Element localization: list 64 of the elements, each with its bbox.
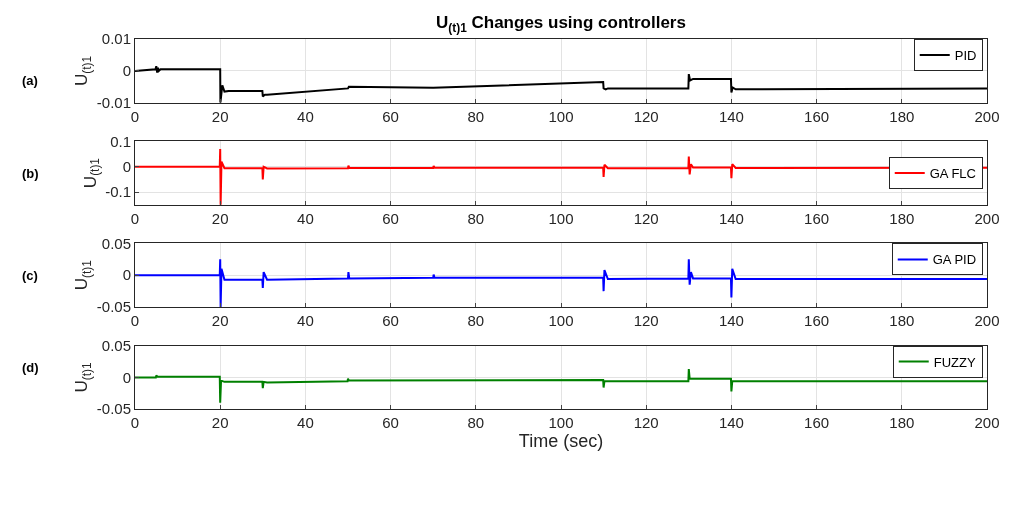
x-tick-label: 100 [548, 209, 574, 227]
text: (d) [22, 360, 39, 375]
x-tick-label: 80 [467, 312, 485, 330]
x-tick-label: 140 [718, 209, 744, 227]
y-tick-label: -0.05 [96, 400, 131, 418]
x-tick-label: 180 [889, 107, 915, 125]
y-tick-label: 0.05 [101, 336, 131, 354]
y-tick-label: 0 [122, 266, 131, 284]
x-tick-label: 160 [804, 312, 830, 330]
x-tick-label: 60 [382, 414, 399, 432]
x-tick-label: 200 [974, 107, 1000, 125]
legend-label: GA FLC [929, 166, 976, 182]
x-tick-label: 60 [382, 107, 399, 125]
text: (b) [22, 166, 39, 181]
x-tick-label: 40 [297, 107, 314, 125]
x-tick-label: 20 [211, 107, 229, 125]
x-tick-label: 160 [804, 107, 830, 125]
y-tick-label: -0.01 [96, 93, 131, 111]
chart-title: U$_{(t)1}$ Changes using controllers [436, 13, 686, 35]
y-tick-label: 0 [122, 157, 131, 175]
line-series [135, 368, 987, 404]
x-tick-label: 60 [382, 209, 399, 227]
y-tick-label: 0.1 [110, 132, 131, 150]
x-tick-label: 80 [467, 107, 485, 125]
y-tick-label: 0 [122, 62, 131, 80]
x-tick-label: 20 [211, 312, 229, 330]
x-tick-label: 120 [633, 107, 659, 125]
legend-label: PID [954, 48, 977, 64]
x-tick-label: 40 [297, 414, 314, 432]
x-tick-label: 140 [718, 414, 744, 432]
x-axis-title: Time (sec) [518, 431, 604, 452]
x-tick-label: 60 [382, 312, 399, 330]
text: (a) [22, 73, 38, 88]
x-tick-label: 80 [467, 414, 485, 432]
x-tick-label: 100 [548, 414, 574, 432]
x-tick-label: 180 [889, 414, 915, 432]
line-series [135, 147, 987, 205]
x-tick-label: 140 [718, 107, 744, 125]
x-tick-label: 20 [211, 209, 229, 227]
legend-label: FUZZY [933, 354, 976, 370]
x-tick-label: 160 [804, 209, 830, 227]
y-tick-label: 0 [122, 368, 131, 386]
x-tick-label: 200 [974, 414, 1000, 432]
x-tick-label: 120 [633, 312, 659, 330]
x-tick-label: 180 [889, 209, 915, 227]
x-tick-label: 20 [211, 414, 229, 432]
x-tick-label: 80 [467, 209, 485, 227]
x-tick-label: 120 [633, 414, 659, 432]
x-tick-label: 40 [297, 209, 314, 227]
y-tick-label: 0.01 [101, 30, 131, 48]
x-tick-label: 200 [974, 209, 1000, 227]
x-tick-label: 180 [889, 312, 915, 330]
y-tick-label: -0.1 [105, 183, 131, 201]
y-tick-label: 0.05 [101, 234, 131, 252]
x-tick-label: 100 [548, 312, 574, 330]
text: (c) [22, 268, 38, 283]
legend-label: GA PID [932, 252, 977, 268]
y-tick-label: -0.05 [96, 298, 131, 316]
x-tick-label: 200 [974, 312, 1000, 330]
x-tick-label: 160 [804, 414, 830, 432]
x-tick-label: 140 [718, 312, 744, 330]
x-tick-label: 120 [633, 209, 659, 227]
x-tick-label: 100 [548, 107, 574, 125]
x-tick-label: 40 [297, 312, 314, 330]
